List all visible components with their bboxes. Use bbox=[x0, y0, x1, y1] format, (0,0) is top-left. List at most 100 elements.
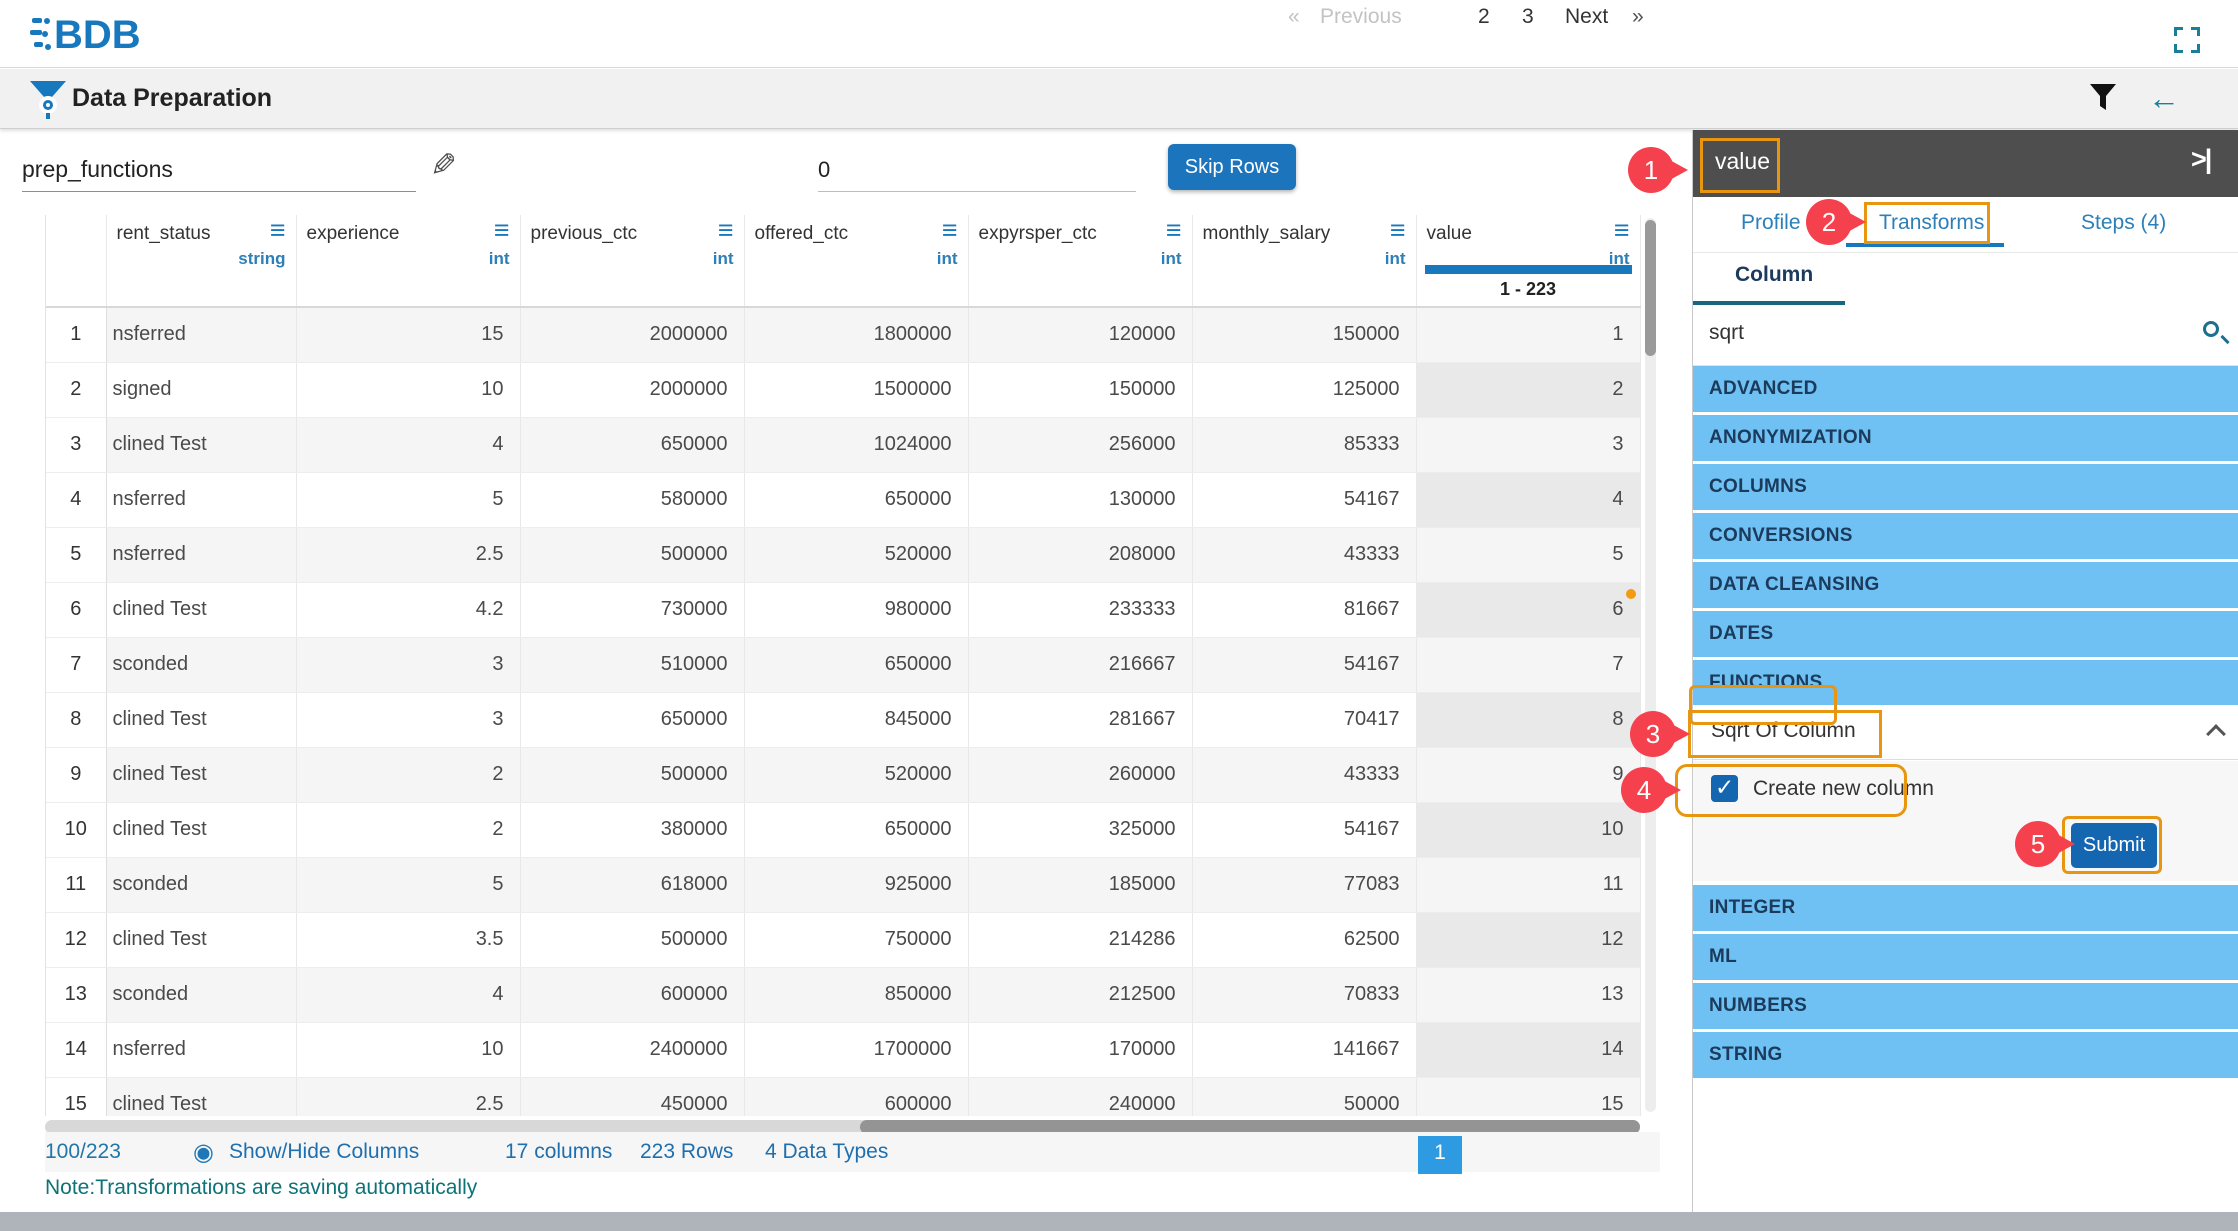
column-menu-icon[interactable]: ≡ bbox=[1613, 215, 1630, 245]
table-cell: 600000 bbox=[520, 967, 745, 1023]
fullscreen-icon[interactable] bbox=[2174, 27, 2200, 53]
collapse-right-icon[interactable]: >| bbox=[2191, 144, 2212, 174]
transform-search[interactable]: sqrt bbox=[1693, 305, 2238, 366]
table-cell: 7 bbox=[1416, 637, 1641, 693]
dataset-name-input[interactable] bbox=[22, 148, 416, 192]
category-item-dates[interactable]: DATES bbox=[1693, 611, 2238, 657]
column-menu-icon[interactable]: ≡ bbox=[1389, 215, 1406, 245]
tab-transforms[interactable]: Transforms bbox=[1879, 211, 1985, 234]
category-item-advanced[interactable]: ADVANCED bbox=[1693, 366, 2238, 412]
pagination-page-2[interactable]: 2 bbox=[1478, 5, 1490, 28]
bottom-scrollbar-strip[interactable] bbox=[0, 1212, 2238, 1231]
table-cell: 54167 bbox=[1192, 472, 1417, 528]
column-menu-icon[interactable]: ≡ bbox=[941, 215, 958, 245]
table-cell: 43333 bbox=[1192, 527, 1417, 583]
category-item-anonymization[interactable]: ANONYMIZATION bbox=[1693, 415, 2238, 461]
row-number: 10 bbox=[46, 802, 107, 858]
row-number: 9 bbox=[46, 747, 107, 803]
column-header-experience[interactable]: experience ≡ int bbox=[296, 215, 521, 308]
table-row: 10 clined Test 2 380000 650000 325000 54167 10 bbox=[46, 802, 1641, 858]
table-cell: nsferred bbox=[106, 1022, 297, 1078]
category-item-data-cleansing[interactable]: DATA CLEANSING bbox=[1693, 562, 2238, 608]
pagination-previous[interactable]: Previous bbox=[1320, 5, 1402, 28]
table-cell: 3.5 bbox=[296, 912, 521, 968]
back-arrow-icon[interactable]: ← bbox=[2148, 80, 2180, 116]
horizontal-scrollbar[interactable] bbox=[45, 1120, 1640, 1134]
category-list-top: ADVANCED ANONYMIZATION COLUMNS CONVERSIONS D… bbox=[1693, 366, 2238, 709]
table-cell: 212500 bbox=[968, 967, 1193, 1023]
column-header-rent_status[interactable]: rent_status ≡ string bbox=[106, 215, 297, 308]
skip-rows-input[interactable] bbox=[818, 148, 1136, 192]
table-row: 3 clined Test 4 650000 1024000 256000 85333 3 bbox=[46, 417, 1641, 473]
column-type: int bbox=[936, 249, 958, 268]
submit-button[interactable]: Submit bbox=[2071, 823, 2157, 868]
row-number: 1 bbox=[46, 307, 107, 363]
column-menu-icon[interactable]: ≡ bbox=[269, 215, 286, 245]
column-header-monthly_salary[interactable]: monthly_salary ≡ int bbox=[1192, 215, 1417, 308]
table-cell: 50000 bbox=[1192, 1077, 1417, 1116]
pagination-first[interactable]: « bbox=[1288, 5, 1300, 28]
table-cell: 77083 bbox=[1192, 857, 1417, 913]
columns-info: 17 columns bbox=[505, 1140, 613, 1163]
table-cell: 54167 bbox=[1192, 802, 1417, 858]
tab-profile[interactable]: Profile bbox=[1741, 211, 1801, 234]
column-name: experience bbox=[306, 223, 400, 244]
eye-icon[interactable]: ◉ bbox=[193, 1139, 214, 1166]
table-cell: nsferred bbox=[106, 472, 297, 528]
category-item-string[interactable]: STRING bbox=[1693, 1032, 2238, 1078]
category-item-conversions[interactable]: CONVERSIONS bbox=[1693, 513, 2238, 559]
transform-form: ✓ Create new column Submit bbox=[1693, 761, 2238, 881]
skip-rows-button[interactable]: Skip Rows bbox=[1168, 144, 1296, 190]
pagination-last[interactable]: » bbox=[1632, 5, 1644, 28]
create-new-column-checkbox[interactable]: ✓ bbox=[1711, 774, 1738, 802]
pencil-icon[interactable]: ✎ bbox=[430, 147, 457, 183]
pagination-page-1[interactable]: 1 bbox=[1418, 1136, 1462, 1174]
pagination-next[interactable]: Next bbox=[1565, 5, 1609, 28]
vertical-scrollbar[interactable] bbox=[1645, 218, 1656, 1112]
rows-info: 223 Rows bbox=[640, 1140, 734, 1163]
pagination-page-3[interactable]: 3 bbox=[1522, 5, 1534, 28]
category-item-columns[interactable]: COLUMNS bbox=[1693, 464, 2238, 510]
annotation-box-functions bbox=[1689, 685, 1837, 725]
table-cell: 214286 bbox=[968, 912, 1193, 968]
filter-funnel-icon[interactable] bbox=[2090, 84, 2116, 117]
column-header-offered_ctc[interactable]: offered_ctc ≡ int bbox=[744, 215, 969, 308]
column-menu-icon[interactable]: ≡ bbox=[1165, 215, 1182, 245]
table-cell: 281667 bbox=[968, 692, 1193, 748]
table-cell: 2 bbox=[1416, 362, 1641, 418]
table-cell: 150000 bbox=[1192, 307, 1417, 363]
row-number: 7 bbox=[46, 637, 107, 693]
table-cell: sconded bbox=[106, 967, 297, 1023]
table-cell: 85333 bbox=[1192, 417, 1417, 473]
column-menu-icon[interactable]: ≡ bbox=[493, 215, 510, 245]
table-cell: clined Test bbox=[106, 802, 297, 858]
types-info: 4 Data Types bbox=[765, 1140, 889, 1163]
chevron-up-icon[interactable] bbox=[2206, 724, 2226, 744]
column-name: monthly_salary bbox=[1202, 223, 1331, 244]
column-header-previous_ctc[interactable]: previous_ctc ≡ int bbox=[520, 215, 745, 308]
search-icon[interactable] bbox=[2201, 319, 2231, 349]
table-cell: 650000 bbox=[520, 692, 745, 748]
subtab-column[interactable]: Column bbox=[1735, 263, 1814, 286]
column-menu-icon[interactable]: ≡ bbox=[717, 215, 734, 245]
row-number: 4 bbox=[46, 472, 107, 528]
category-item-ml[interactable]: ML bbox=[1693, 934, 2238, 980]
table-cell: 15 bbox=[1416, 1077, 1641, 1116]
category-item-integer[interactable]: INTEGER bbox=[1693, 885, 2238, 931]
tab-steps[interactable]: Steps (4) bbox=[2081, 211, 2167, 234]
table-cell: 4 bbox=[1416, 472, 1641, 528]
category-list-bottom: INTEGER ML NUMBERS STRING bbox=[1693, 885, 2238, 1081]
table-cell: 2.5 bbox=[296, 527, 521, 583]
table-row: 12 clined Test 3.5 500000 750000 214286 62500 1… bbox=[46, 912, 1641, 968]
table-cell: 580000 bbox=[520, 472, 745, 528]
column-header-value[interactable]: value ≡ int 1 - 223 bbox=[1416, 215, 1641, 308]
table-row: 9 clined Test 2 500000 520000 260000 43333 9 bbox=[46, 747, 1641, 803]
table-cell: 650000 bbox=[744, 637, 969, 693]
row-number-header bbox=[46, 215, 107, 308]
category-item-numbers[interactable]: NUMBERS bbox=[1693, 983, 2238, 1029]
status-bar: 100/223 ◉ Show/Hide Columns 17 columns 2… bbox=[45, 1132, 1660, 1172]
category-item-functions[interactable]: FUNCTIONS bbox=[1693, 660, 2238, 706]
column-header-expyrsper_ctc[interactable]: expyrsper_ctc ≡ int bbox=[968, 215, 1193, 308]
transform-item-row[interactable]: Sqrt Of Column bbox=[1693, 705, 2238, 760]
show-hide-columns-link[interactable]: Show/Hide Columns bbox=[229, 1140, 420, 1163]
